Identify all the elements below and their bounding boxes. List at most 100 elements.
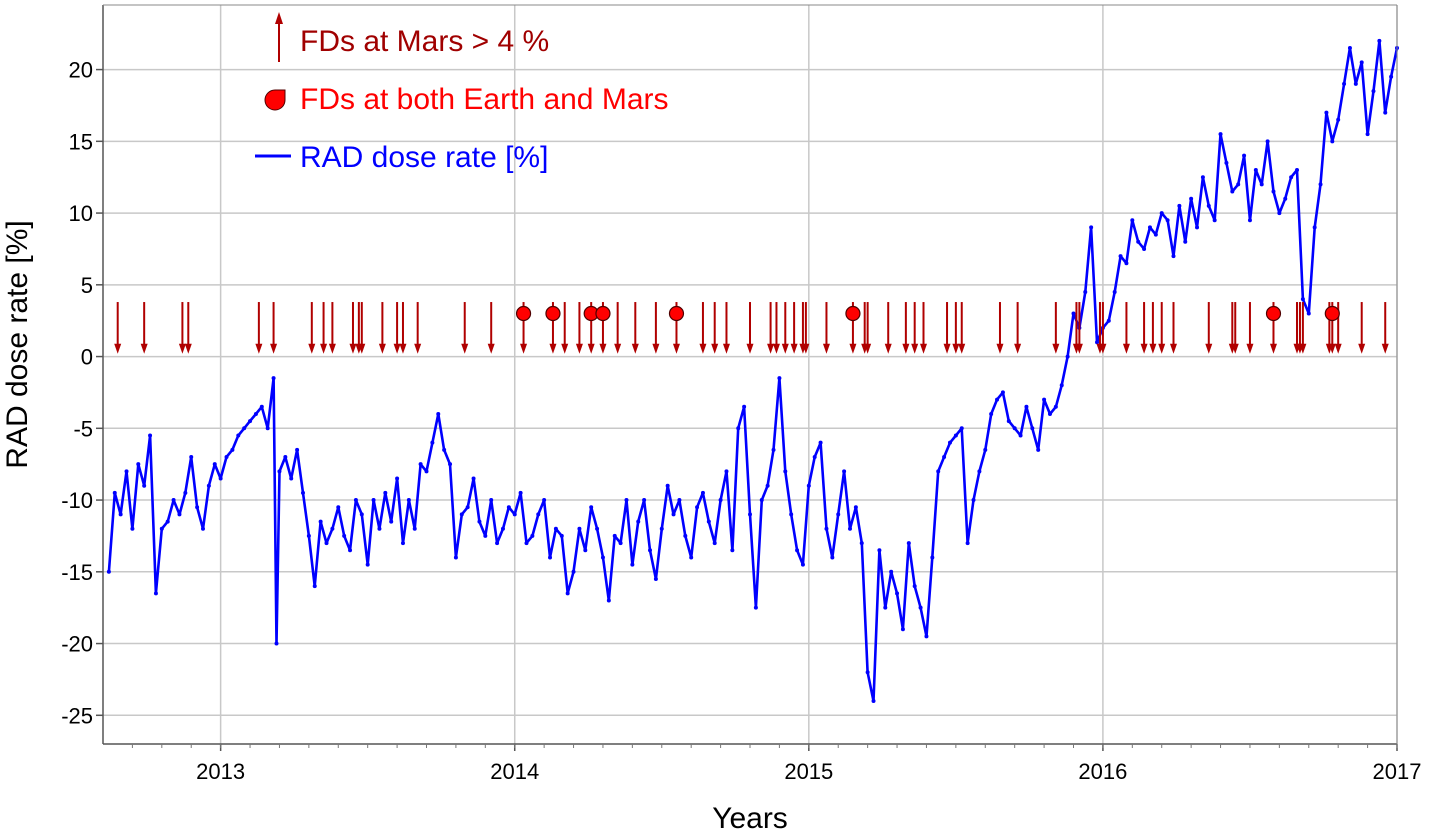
dose-rate-point xyxy=(648,548,653,553)
dose-rate-point xyxy=(1147,225,1152,230)
dose-rate-point xyxy=(1118,254,1123,259)
dose-rate-point xyxy=(947,440,952,445)
fd-arrow-head xyxy=(672,343,680,354)
dose-rate-point xyxy=(1047,411,1052,416)
dose-rate-point xyxy=(536,512,541,517)
fd-arrow-head xyxy=(587,343,595,354)
dose-rate-point xyxy=(1277,211,1282,216)
dose-rate-point xyxy=(759,498,764,503)
fd-arrow xyxy=(349,302,357,354)
dose-rate-point xyxy=(495,541,500,546)
dose-rate-point xyxy=(1177,203,1182,208)
fd-arrow-head xyxy=(414,343,422,354)
dose-rate-point xyxy=(1300,297,1305,302)
y-tick-label: 15 xyxy=(69,129,93,154)
fd-arrow-head xyxy=(1205,343,1213,354)
fd-arrow-head xyxy=(399,343,407,354)
dose-rate-point xyxy=(642,498,647,503)
dose-rate-point xyxy=(359,512,364,517)
dose-rate-point xyxy=(630,562,635,567)
dose-rate-point xyxy=(274,641,279,646)
y-tick-label: 5 xyxy=(81,273,93,298)
dose-rate-point xyxy=(789,512,794,517)
legend-label-fd-both: FDs at both Earth and Mars xyxy=(300,83,669,116)
fd-arrow-head xyxy=(1358,343,1366,354)
fd-arrow xyxy=(255,302,263,354)
dose-rate-point xyxy=(977,469,982,474)
fd-arrow-head xyxy=(255,343,263,354)
fd-arrow-head xyxy=(849,343,857,354)
dose-rate-point xyxy=(1236,182,1241,187)
fd-arrow-head xyxy=(561,343,569,354)
dose-rate-point xyxy=(859,541,864,546)
fd-arrow-head xyxy=(349,343,357,354)
dose-rate-point xyxy=(1189,196,1194,201)
fd-arrow xyxy=(1158,302,1166,354)
dose-rate-point xyxy=(1042,397,1047,402)
dose-rate-point xyxy=(471,476,476,481)
dose-rate-point xyxy=(983,447,988,452)
dose-rate-point xyxy=(271,376,276,381)
x-tick-label: 2017 xyxy=(1373,759,1422,784)
fd-arrow xyxy=(1149,302,1157,354)
dose-rate-point xyxy=(1183,239,1188,244)
fd-arrow xyxy=(114,302,122,354)
fd-both-markers xyxy=(515,305,1340,322)
fd-arrow-head xyxy=(378,343,386,354)
dose-rate-point xyxy=(618,541,623,546)
fd-arrow-head xyxy=(308,343,316,354)
fd-arrow xyxy=(652,302,660,354)
y-ticks: 20 15 10 5 0 -5 -10 -15 -20 -25 xyxy=(61,58,103,728)
dose-rate-point xyxy=(336,505,341,510)
fd-arrow xyxy=(378,302,386,354)
dose-rate-point xyxy=(936,469,941,474)
dose-rate-point xyxy=(348,548,353,553)
fd-arrow xyxy=(184,302,192,354)
dose-rate-point xyxy=(1359,60,1364,65)
dose-rate-point xyxy=(906,541,911,546)
dose-rate-point xyxy=(418,462,423,467)
dose-rate-point xyxy=(142,483,147,488)
dose-rate-point xyxy=(1389,74,1394,79)
dose-rate-point xyxy=(389,519,394,524)
fd-arrow-head xyxy=(631,343,639,354)
fd-arrow-head xyxy=(461,343,469,354)
dose-rate-point xyxy=(559,533,564,538)
fd-arrow xyxy=(1122,302,1130,354)
dose-rate-point xyxy=(524,541,529,546)
x-ticks: 2013 2014 2015 2016 2017 xyxy=(131,744,1422,784)
fd-arrow-head xyxy=(1075,343,1083,354)
fd-arrow-head xyxy=(140,343,148,354)
dose-rate-point xyxy=(842,469,847,474)
fd-arrow-head xyxy=(1169,343,1177,354)
fd-arrow xyxy=(178,302,186,354)
dose-rate-point xyxy=(412,526,417,531)
dose-rate-point xyxy=(177,512,182,517)
fd-arrow xyxy=(1299,302,1307,354)
fd-arrow-head xyxy=(1231,343,1239,354)
fd-both-marker xyxy=(668,305,685,322)
dose-rate-point xyxy=(1365,132,1370,137)
dose-rate-point xyxy=(912,584,917,589)
dose-rate-point xyxy=(1347,46,1352,51)
dose-rate-point xyxy=(1306,311,1311,316)
fd-arrow-head xyxy=(822,343,830,354)
dose-rate-point xyxy=(253,411,258,416)
fd-arrow xyxy=(1381,302,1389,354)
dose-rate-point xyxy=(824,526,829,531)
dose-rate-point xyxy=(1371,89,1376,94)
y-tick-label: -15 xyxy=(61,560,93,585)
fd-arrow-head xyxy=(1381,343,1389,354)
dose-rate-point xyxy=(1124,261,1129,266)
dose-rate-point xyxy=(459,512,464,517)
dose-rate-point xyxy=(871,698,876,703)
dose-rate-point xyxy=(1318,182,1323,187)
dose-rate-point xyxy=(165,519,170,524)
dose-rate-point xyxy=(1030,426,1035,431)
dose-rate-point xyxy=(1018,433,1023,438)
fd-both-marker xyxy=(545,305,561,322)
legend-entry-dose: RAD dose rate [%] xyxy=(255,141,548,174)
dose-rate-point xyxy=(1142,246,1147,251)
fd-arrow-head xyxy=(958,343,966,354)
dose-rate-point xyxy=(1259,182,1264,187)
